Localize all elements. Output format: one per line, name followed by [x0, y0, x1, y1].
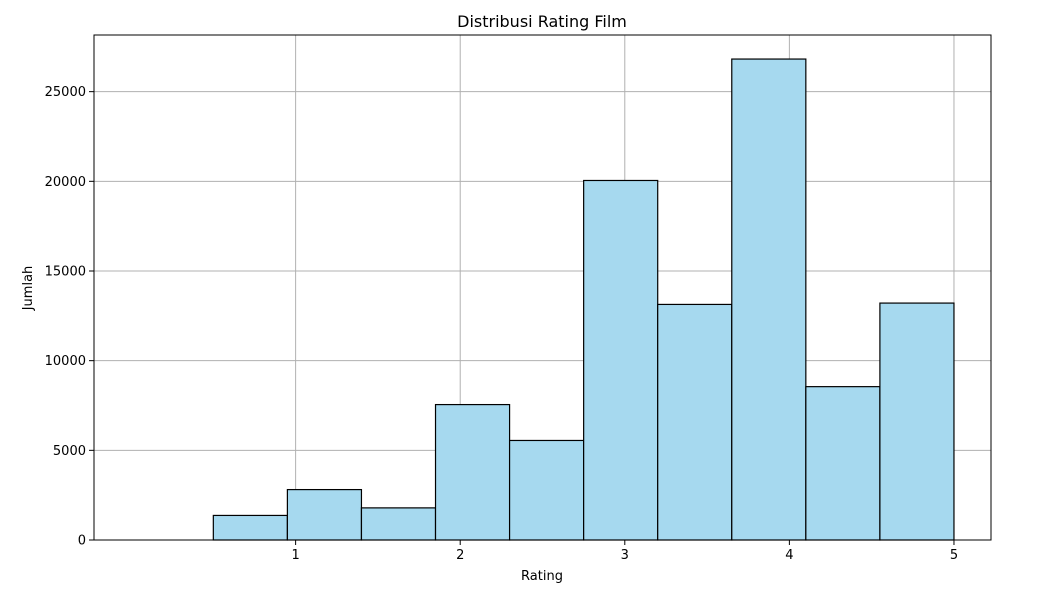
x-tick-label: 1 [291, 548, 299, 563]
histogram-bar [212, 514, 288, 541]
histogram-bar [286, 488, 363, 541]
histogram-bar [583, 179, 659, 541]
x-axis-label: Rating [521, 569, 563, 584]
histogram-bar [879, 302, 955, 541]
x-tick-label: 5 [950, 548, 958, 563]
y-tick-label: 15000 [45, 264, 86, 279]
histogram-bar [434, 403, 511, 541]
x-tick-label: 3 [621, 548, 629, 563]
y-tick-label: 25000 [45, 85, 86, 100]
y-axis-ticks: 0 5000 10000 15000 20000 25000 [45, 85, 94, 549]
histogram-bar [360, 507, 437, 541]
histogram-bar [731, 58, 807, 541]
y-tick-label: 5000 [53, 444, 86, 459]
x-axis-ticks: 1 2 3 4 5 [291, 540, 958, 563]
chart-title: Distribusi Rating Film [457, 12, 627, 31]
histogram-bar [657, 303, 733, 541]
histogram-bar [805, 386, 881, 541]
histogram-bar [508, 439, 585, 541]
bars [212, 58, 955, 541]
y-tick-label: 10000 [45, 354, 86, 369]
y-tick-label: 20000 [45, 175, 86, 190]
y-axis-label: Jumlah [21, 266, 36, 312]
plot-frame [93, 34, 992, 541]
x-tick-label: 4 [785, 548, 793, 563]
x-tick-label: 2 [456, 548, 464, 563]
y-tick-label: 0 [78, 534, 86, 549]
